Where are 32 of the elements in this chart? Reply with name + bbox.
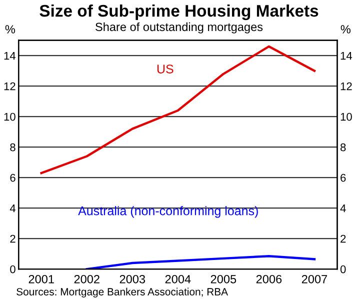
y-tick-label: 0 [10,265,16,274]
y-tick-label: 12 [4,82,16,90]
y2-tick-label: 8 [340,143,346,152]
y-tick-label: 10 [4,112,16,121]
y-tick-label: 14 [4,52,16,60]
line-series [86,255,316,270]
x-tick-label: 2004 [165,274,191,284]
y2-tick-label: 2 [340,234,346,243]
text: US [157,64,174,74]
y-tick-label: 8 [10,143,16,152]
chart-subtitle: Share of outstanding mortgages [96,22,263,34]
x-tick-label: 2006 [256,274,282,284]
y2-axis-title: % [340,25,350,34]
y-tick-label: 4 [10,204,16,212]
y2-tick-label: 4 [340,204,346,212]
x-tick-label: 2007 [302,274,328,284]
y2-tick-label: 10 [340,112,352,121]
y2-tick-label: 0 [340,265,346,274]
chart-title: Size of Sub-prime Housing Markets [40,4,318,20]
line-series [40,45,316,174]
y2-tick-label: 6 [340,174,346,182]
x-tick-label: 2001 [28,274,54,284]
source-note: Sources: Mortgage Bankers Association; RBA [16,288,228,298]
text: Australia (non-conforming loans) [78,206,258,218]
y-tick-label: 6 [10,174,16,182]
x-tick-label: 2003 [120,274,146,284]
y2-tick-label: 14 [340,52,352,60]
y2-tick-label: 12 [340,82,352,90]
x-tick-label: 2002 [74,274,100,284]
x-tick-label: 2005 [210,274,236,284]
y-axis-title: % [5,25,16,34]
y-tick-label: 2 [10,234,16,243]
